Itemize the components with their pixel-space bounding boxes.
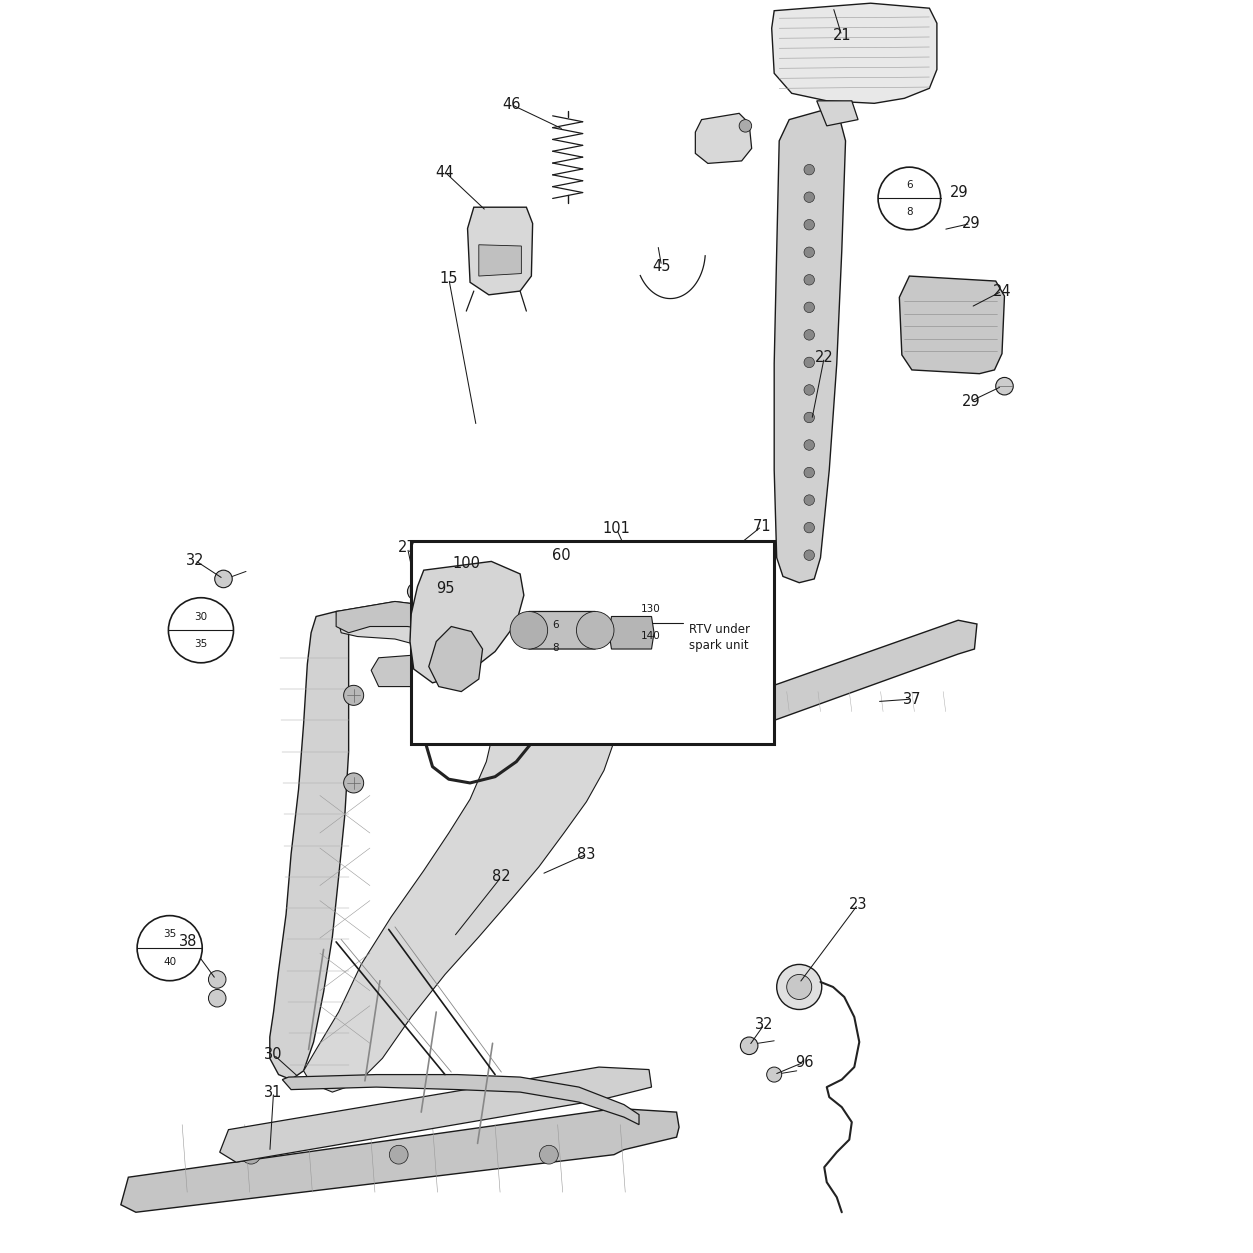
Polygon shape bbox=[410, 561, 524, 683]
Text: 101: 101 bbox=[603, 521, 630, 536]
Bar bbox=[411, 541, 774, 744]
Circle shape bbox=[576, 611, 614, 649]
Text: 96: 96 bbox=[794, 1055, 813, 1070]
Text: 82: 82 bbox=[492, 870, 511, 885]
Circle shape bbox=[242, 1145, 261, 1164]
Circle shape bbox=[804, 523, 814, 533]
Circle shape bbox=[996, 377, 1014, 395]
Polygon shape bbox=[371, 652, 470, 687]
Polygon shape bbox=[774, 110, 846, 583]
Text: 27: 27 bbox=[398, 540, 417, 555]
Circle shape bbox=[787, 975, 812, 1000]
Polygon shape bbox=[695, 113, 752, 163]
Text: 83: 83 bbox=[578, 847, 595, 862]
Circle shape bbox=[804, 357, 814, 367]
Circle shape bbox=[137, 916, 202, 981]
Text: spark unit: spark unit bbox=[689, 639, 749, 652]
Text: 30: 30 bbox=[264, 1048, 283, 1063]
Circle shape bbox=[804, 274, 814, 286]
Polygon shape bbox=[219, 1068, 652, 1163]
Text: 130: 130 bbox=[640, 604, 660, 614]
Text: 40: 40 bbox=[163, 957, 177, 967]
Text: 22: 22 bbox=[814, 350, 833, 365]
Text: 95: 95 bbox=[436, 581, 455, 596]
Text: 71: 71 bbox=[752, 519, 771, 534]
Polygon shape bbox=[282, 1075, 639, 1125]
Text: 24: 24 bbox=[992, 283, 1011, 298]
Text: 29: 29 bbox=[950, 184, 969, 199]
Text: 38: 38 bbox=[179, 935, 198, 950]
Text: 44: 44 bbox=[436, 164, 455, 179]
Circle shape bbox=[214, 570, 232, 588]
Circle shape bbox=[739, 119, 752, 132]
Polygon shape bbox=[817, 100, 858, 125]
Circle shape bbox=[343, 773, 363, 793]
Polygon shape bbox=[269, 611, 348, 1080]
Circle shape bbox=[208, 990, 226, 1007]
Polygon shape bbox=[303, 601, 616, 1093]
Circle shape bbox=[777, 965, 822, 1010]
Circle shape bbox=[407, 583, 425, 600]
Text: 32: 32 bbox=[185, 553, 204, 568]
Polygon shape bbox=[429, 626, 482, 692]
Polygon shape bbox=[900, 276, 1005, 373]
Circle shape bbox=[804, 495, 814, 505]
Circle shape bbox=[540, 1145, 559, 1164]
Circle shape bbox=[208, 971, 226, 989]
Polygon shape bbox=[479, 244, 521, 276]
Circle shape bbox=[767, 1068, 782, 1083]
Circle shape bbox=[618, 590, 683, 655]
Circle shape bbox=[510, 611, 548, 649]
Text: 8: 8 bbox=[551, 643, 559, 653]
Text: 15: 15 bbox=[440, 271, 459, 286]
Circle shape bbox=[878, 167, 941, 229]
Text: 45: 45 bbox=[653, 258, 670, 273]
Text: 32: 32 bbox=[754, 1017, 773, 1032]
Circle shape bbox=[804, 219, 814, 231]
Circle shape bbox=[804, 412, 814, 422]
Text: 6: 6 bbox=[906, 180, 912, 190]
Polygon shape bbox=[772, 4, 937, 103]
Text: 140: 140 bbox=[640, 632, 660, 642]
Polygon shape bbox=[120, 1109, 679, 1212]
Text: 100: 100 bbox=[452, 556, 480, 571]
Polygon shape bbox=[467, 207, 533, 294]
Circle shape bbox=[804, 385, 814, 395]
Circle shape bbox=[390, 1145, 408, 1164]
Circle shape bbox=[804, 467, 814, 477]
Circle shape bbox=[343, 685, 363, 705]
Text: 60: 60 bbox=[553, 548, 570, 563]
Circle shape bbox=[168, 598, 233, 663]
Text: 35: 35 bbox=[163, 930, 177, 940]
Text: 35: 35 bbox=[194, 639, 208, 649]
Circle shape bbox=[804, 330, 814, 340]
Circle shape bbox=[441, 579, 456, 594]
Text: 8: 8 bbox=[906, 207, 912, 217]
Polygon shape bbox=[525, 611, 599, 649]
Circle shape bbox=[804, 192, 814, 203]
Text: 30: 30 bbox=[194, 611, 208, 621]
Text: 29: 29 bbox=[961, 393, 980, 408]
Polygon shape bbox=[609, 616, 654, 649]
Text: 29: 29 bbox=[961, 216, 980, 231]
Text: RTV under: RTV under bbox=[689, 623, 751, 635]
Text: 37: 37 bbox=[902, 692, 921, 707]
Circle shape bbox=[804, 440, 814, 450]
Circle shape bbox=[528, 609, 583, 664]
Circle shape bbox=[741, 1037, 758, 1055]
Circle shape bbox=[804, 164, 814, 175]
Polygon shape bbox=[764, 620, 977, 720]
Text: 46: 46 bbox=[502, 96, 520, 112]
Text: 21: 21 bbox=[832, 29, 851, 44]
Circle shape bbox=[435, 601, 455, 621]
Polygon shape bbox=[336, 601, 558, 670]
Circle shape bbox=[804, 302, 814, 312]
Text: 6: 6 bbox=[551, 620, 559, 630]
Circle shape bbox=[564, 672, 589, 697]
Circle shape bbox=[804, 247, 814, 258]
Text: 31: 31 bbox=[264, 1085, 283, 1100]
Circle shape bbox=[804, 550, 814, 560]
Text: 23: 23 bbox=[848, 897, 867, 912]
